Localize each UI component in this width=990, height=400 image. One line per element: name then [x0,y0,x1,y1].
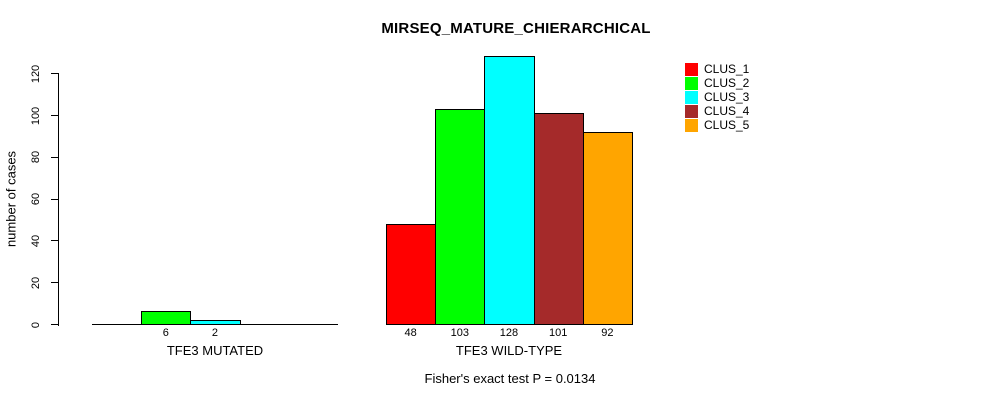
y-axis-tick [51,324,58,325]
y-axis-tick-label: 60 [30,192,42,206]
y-axis-label: number of cases [3,150,19,248]
legend-label: CLUS_1 [704,62,750,76]
bar-value-label: 128 [499,327,519,339]
legend-item: CLUS_1 [685,62,749,76]
bar-clus_1 [386,223,437,325]
legend-item: CLUS_3 [685,90,749,104]
legend-item: CLUS_5 [685,118,749,132]
y-axis-tick-label: 80 [30,151,42,164]
legend-label: CLUS_4 [704,104,750,118]
y-axis-tick-label: 40 [30,234,42,248]
y-axis-tick-label: 0 [30,321,42,328]
bar-value-label: 92 [601,327,614,339]
legend-color-swatch [685,104,698,118]
bar-clus_2 [141,311,192,325]
legend-color-swatch [685,76,698,90]
bar-clus_3 [484,56,535,325]
y-axis-spine [58,73,59,326]
y-axis-tick [51,282,58,284]
legend-item: CLUS_4 [685,104,749,118]
bar-value-label: 2 [211,327,219,339]
chart-title: MIRSEQ_MATURE_CHIERARCHICAL [381,20,651,37]
legend-label: CLUS_5 [704,118,750,132]
y-axis-tick [51,240,58,242]
legend-color-swatch [685,62,698,76]
bar-value-label: 48 [404,327,417,339]
legend-label: CLUS_3 [704,90,750,104]
bar-clus_2 [435,108,486,325]
bar-clus_5 [582,131,633,325]
y-axis-tick-label: 120 [30,64,42,83]
group-axis-label: TFE3 MUTATED [166,343,264,358]
legend-color-swatch [685,118,698,132]
bar-value-label: 103 [450,327,469,339]
bar-value-label: 101 [549,327,568,339]
legend-label: CLUS_2 [704,76,750,90]
y-axis-tick-label: 100 [30,106,42,125]
y-axis-tick [51,115,58,116]
legend-item: CLUS_2 [685,76,749,90]
y-axis-tick [51,73,58,75]
bar-clus_3 [190,319,241,325]
group-axis-label: TFE3 WILD-TYPE [455,343,563,358]
bar-clus_4 [533,112,584,325]
legend-color-swatch [685,90,698,104]
bar-value-label: 6 [162,327,169,339]
legend: CLUS_1 CLUS_2 CLUS_3 CLUS_4 CLUS_5 [685,62,749,132]
y-axis-tick [51,198,58,200]
y-axis-tick [51,156,58,158]
y-axis-tick-label: 20 [30,276,42,289]
pvalue-subtitle: Fisher's exact test P = 0.0134 [424,371,596,386]
